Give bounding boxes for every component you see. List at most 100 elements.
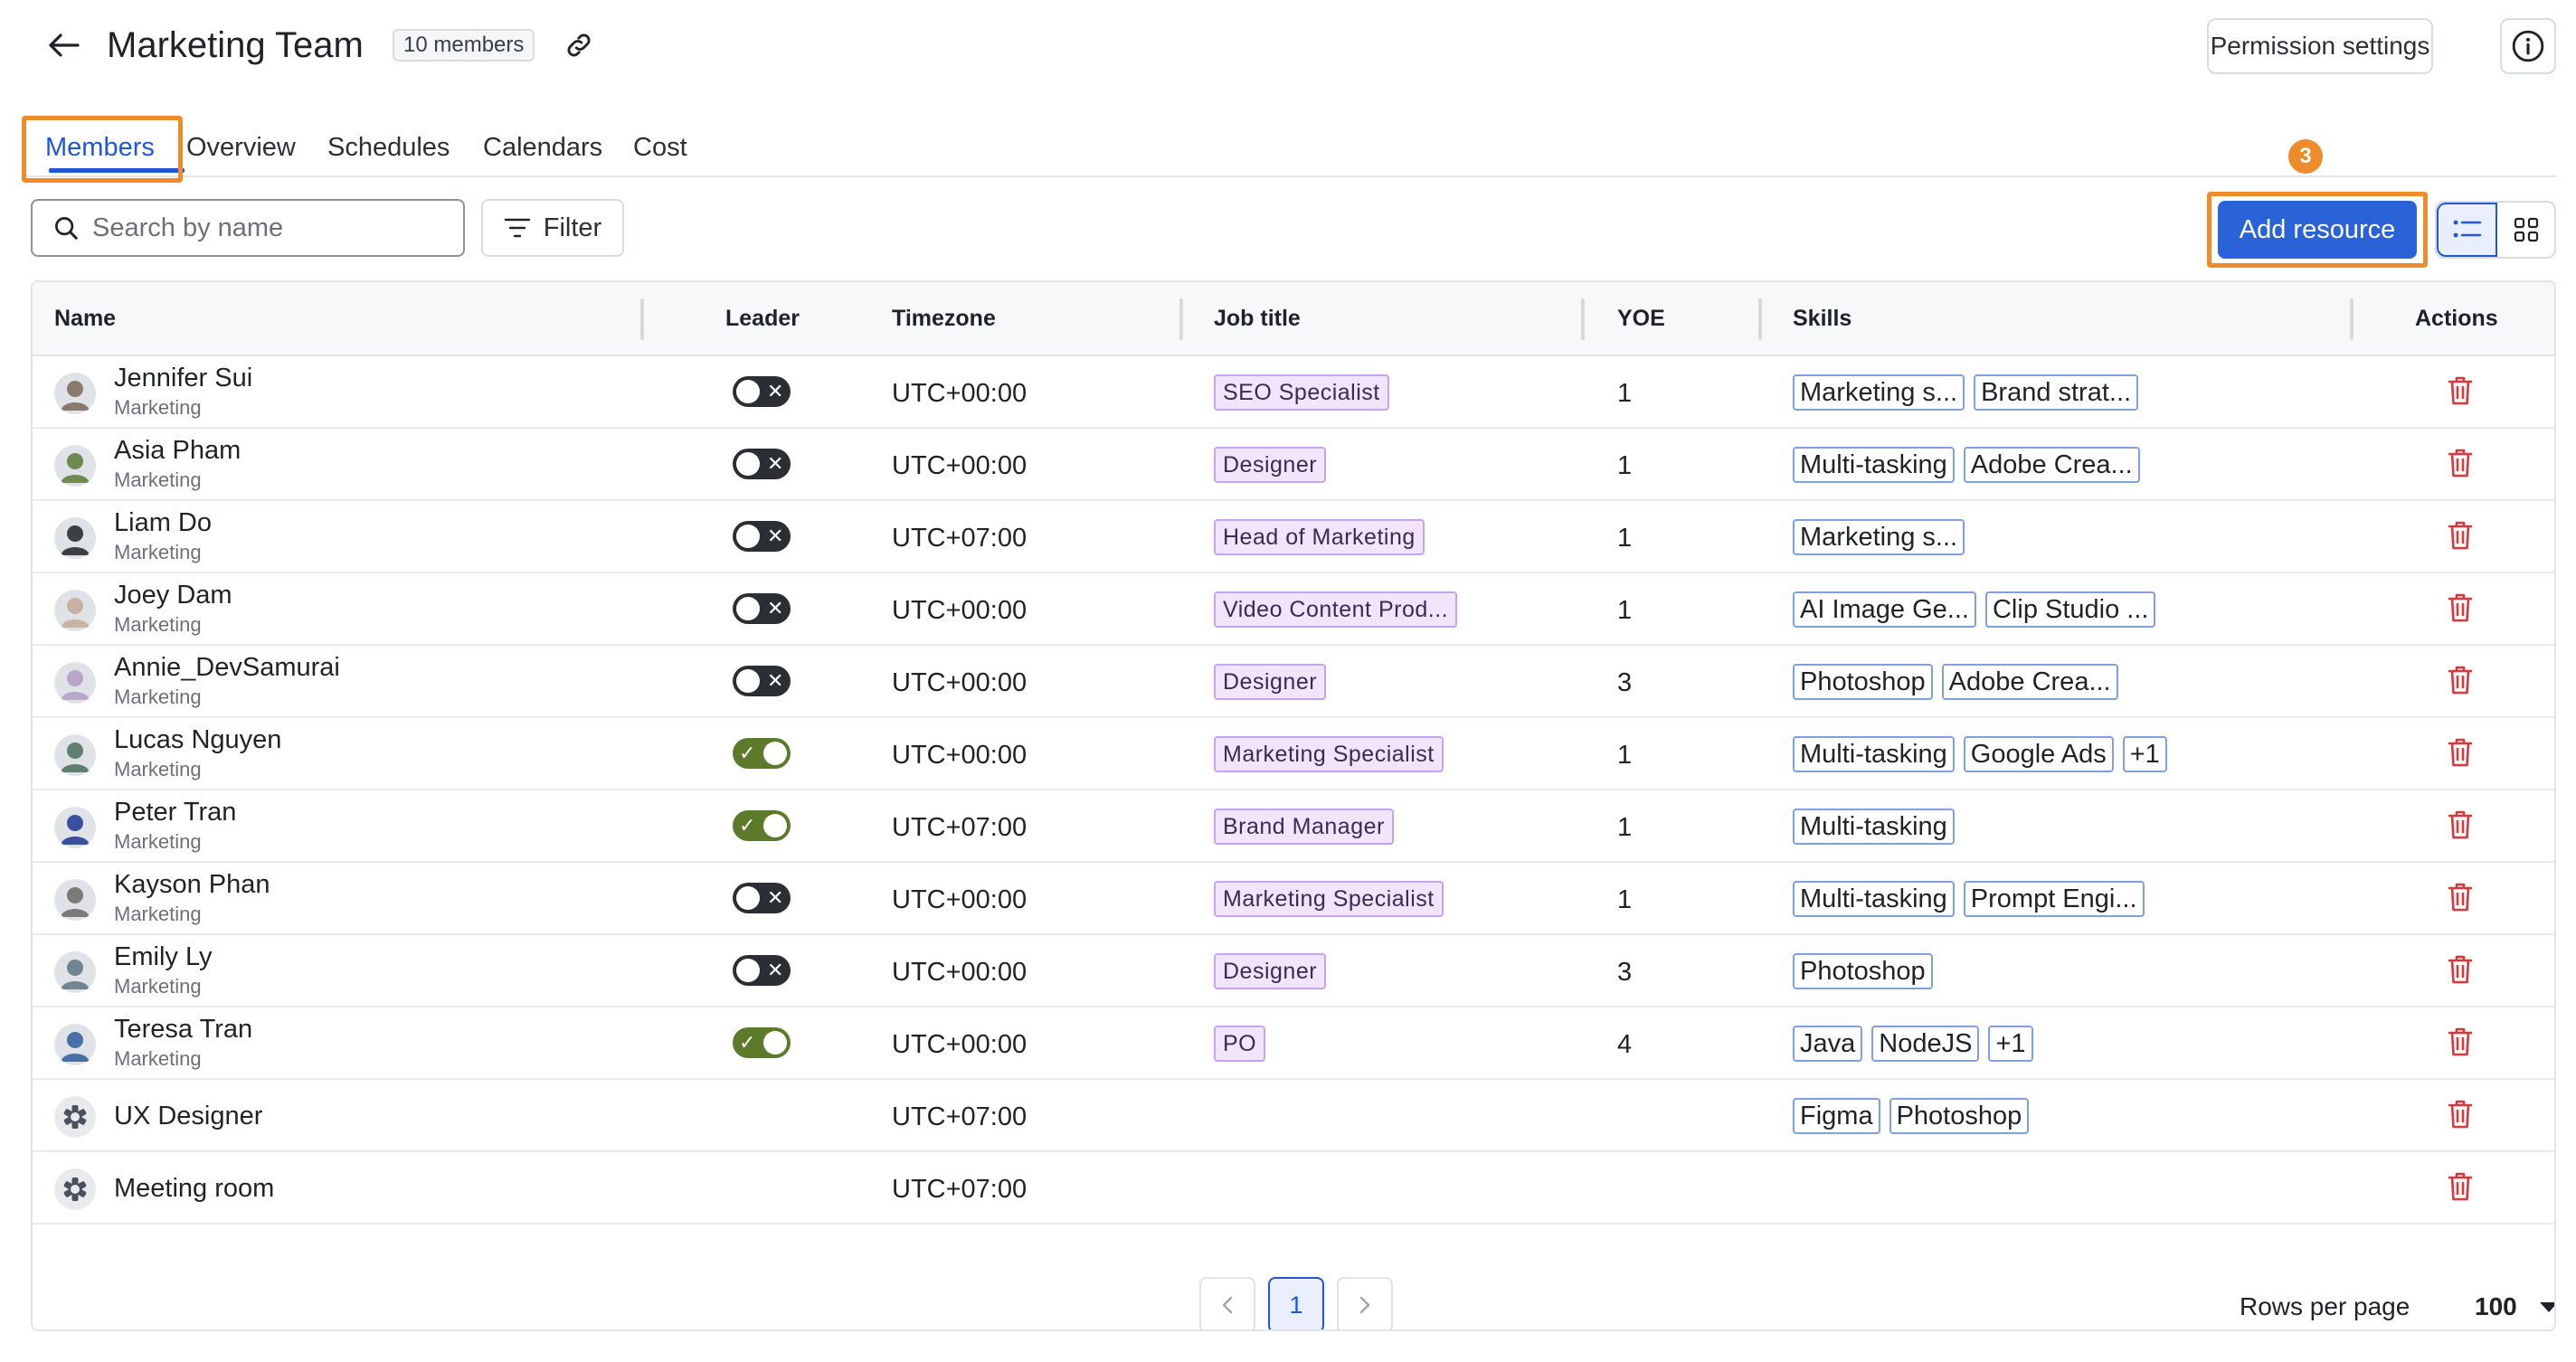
column-resizer[interactable] — [640, 298, 644, 340]
leader-toggle[interactable]: ✕ — [733, 449, 791, 479]
member-name[interactable]: Emily Ly — [114, 942, 213, 971]
member-count-badge: 10 members — [393, 29, 535, 61]
delete-button[interactable] — [2442, 1098, 2478, 1134]
list-view-button[interactable] — [2437, 203, 2497, 257]
rows-per-page-select[interactable]: 100 — [2475, 1292, 2517, 1320]
filter-button[interactable]: Filter — [481, 199, 624, 257]
skills-list: Photoshop — [1793, 953, 1933, 989]
step-badge: 3 — [2288, 139, 2323, 174]
tab-members[interactable]: Members — [45, 133, 155, 162]
close-icon: ✕ — [767, 452, 784, 475]
table-row[interactable]: Emily Ly Marketing ✕ UTC+00:00 Designer 3 Phot… — [33, 935, 2554, 1007]
column-resizer[interactable] — [1179, 298, 1183, 340]
column-header-skills[interactable]: Skills — [1793, 306, 1852, 331]
avatar — [54, 951, 96, 993]
delete-button[interactable] — [2442, 736, 2478, 772]
delete-button[interactable] — [2442, 953, 2478, 989]
delete-button[interactable] — [2442, 591, 2478, 628]
table-row[interactable]: Teresa Tran Marketing ✓ UTC+00:00 PO 4 Java Nod… — [33, 1007, 2554, 1080]
arrow-left-icon — [49, 33, 80, 57]
column-header-name[interactable]: Name — [54, 306, 117, 331]
leader-toggle[interactable]: ✕ — [733, 593, 791, 624]
leader-toggle[interactable]: ✓ — [733, 738, 791, 769]
caret-down-icon[interactable] — [2540, 1302, 2554, 1312]
delete-button[interactable] — [2442, 1026, 2478, 1062]
info-icon — [2512, 30, 2544, 62]
table-row[interactable]: Joey Dam Marketing ✕ UTC+00:00 Video Content… — [33, 573, 2554, 646]
delete-button[interactable] — [2442, 1170, 2478, 1206]
add-resource-button[interactable]: Add resource — [2218, 201, 2417, 259]
permission-settings-button[interactable]: Permission settings — [2207, 18, 2433, 74]
member-name[interactable]: Lucas Nguyen — [114, 725, 282, 754]
leader-toggle[interactable]: ✓ — [733, 810, 791, 841]
column-resizer[interactable] — [2350, 298, 2353, 340]
avatar — [54, 517, 96, 559]
table-row[interactable]: Kayson Phan Marketing ✕ UTC+00:00 Marketing … — [33, 863, 2554, 935]
delete-button[interactable] — [2442, 447, 2478, 483]
skill-tag: Adobe Crea... — [1963, 447, 2140, 483]
tab-cost[interactable]: Cost — [633, 133, 687, 162]
member-name[interactable]: Annie_DevSamurai — [114, 653, 340, 682]
close-icon: ✕ — [767, 959, 784, 981]
timezone: UTC+00:00 — [892, 379, 1028, 408]
years-of-experience: 1 — [1617, 813, 1633, 842]
page-header: Marketing Team 10 members Permission set… — [0, 0, 2576, 99]
table-row[interactable]: Jennifer Sui Marketing ✕ UTC+00:00 SEO Speci… — [33, 356, 2554, 429]
leader-toggle[interactable]: ✕ — [733, 666, 791, 696]
leader-toggle[interactable]: ✕ — [733, 521, 791, 552]
member-name[interactable]: Jennifer Sui — [114, 364, 253, 393]
column-resizer[interactable] — [1758, 298, 1762, 340]
table-row[interactable]: Meeting room UTC+07:00 — [33, 1152, 2554, 1225]
leader-toggle[interactable]: ✕ — [733, 883, 791, 913]
toolbar: Filter 3 Add resource — [0, 139, 2576, 271]
delete-button[interactable] — [2442, 809, 2478, 845]
member-name[interactable]: Liam Do — [114, 508, 212, 537]
delete-button[interactable] — [2442, 881, 2478, 917]
search-input[interactable] — [92, 213, 454, 243]
delete-button[interactable] — [2442, 519, 2478, 555]
delete-button[interactable] — [2442, 664, 2478, 700]
tab-calendars[interactable]: Calendars — [483, 133, 603, 162]
table-row[interactable]: Lucas Nguyen Marketing ✓ UTC+00:00 Marketing… — [33, 718, 2554, 790]
check-icon: ✓ — [739, 1031, 756, 1054]
member-name[interactable]: Peter Tran — [114, 798, 237, 827]
column-header-yoe[interactable]: YOE — [1617, 306, 1665, 331]
close-icon: ✕ — [767, 597, 784, 620]
back-button[interactable] — [40, 25, 87, 65]
tab-overview[interactable]: Overview — [186, 133, 296, 162]
leader-toggle[interactable]: ✕ — [733, 955, 791, 986]
table-row[interactable]: Annie_DevSamurai Marketing ✕ UTC+00:00 Desig… — [33, 646, 2554, 718]
delete-button[interactable] — [2442, 374, 2478, 411]
column-header-job-title[interactable]: Job title — [1214, 306, 1301, 331]
table-row[interactable]: UX Designer UTC+07:00 Figma Photoshop — [33, 1080, 2554, 1152]
info-button[interactable] — [2500, 18, 2556, 74]
next-page-button[interactable] — [1337, 1277, 1393, 1329]
column-header-leader[interactable]: Leader — [725, 306, 800, 331]
timezone: UTC+07:00 — [892, 1102, 1028, 1131]
member-name[interactable]: Asia Pham — [114, 436, 242, 465]
member-name[interactable]: UX Designer — [114, 1102, 263, 1130]
leader-toggle[interactable]: ✕ — [733, 376, 791, 407]
table-row[interactable]: Asia Pham Marketing ✕ UTC+00:00 Designer 1 Mul… — [33, 429, 2554, 501]
resource-icon — [54, 1168, 96, 1210]
member-name[interactable]: Joey Dam — [114, 581, 232, 610]
copy-link-button[interactable] — [559, 25, 599, 65]
column-header-timezone[interactable]: Timezone — [892, 306, 996, 331]
member-name[interactable]: Kayson Phan — [114, 870, 270, 899]
prev-page-button[interactable] — [1199, 1277, 1255, 1329]
column-resizer[interactable] — [1581, 298, 1585, 340]
page-button-1[interactable]: 1 — [1268, 1277, 1324, 1329]
member-name[interactable]: Meeting room — [114, 1174, 275, 1203]
grid-icon — [2514, 217, 2538, 242]
grid-view-button[interactable] — [2497, 203, 2554, 257]
skills-list: Multi-tasking Adobe Crea... — [1793, 447, 2140, 483]
leader-toggle[interactable]: ✓ — [733, 1027, 791, 1058]
member-department: Marketing — [114, 686, 202, 708]
list-icon — [2453, 220, 2481, 238]
skills-list: Multi-tasking Prompt Engi... — [1793, 881, 2145, 917]
tab-schedules[interactable]: Schedules — [327, 133, 450, 162]
table-row[interactable]: Peter Tran Marketing ✓ UTC+07:00 Brand Manag… — [33, 790, 2554, 863]
years-of-experience: 1 — [1617, 451, 1633, 480]
table-row[interactable]: Liam Do Marketing ✕ UTC+07:00 Head of Market… — [33, 501, 2554, 573]
member-name[interactable]: Teresa Tran — [114, 1015, 253, 1044]
